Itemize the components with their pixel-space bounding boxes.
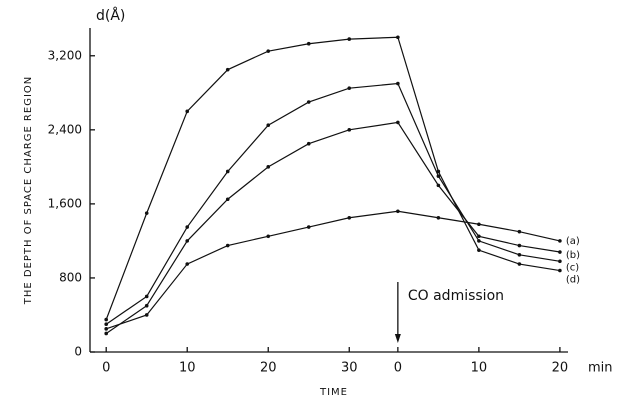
data-point (558, 239, 562, 243)
data-point (436, 183, 441, 188)
data-point (517, 229, 522, 234)
y-tick-label: 2,400 (48, 122, 82, 136)
data-point (477, 248, 481, 252)
series-line (105, 82, 560, 325)
data-point (225, 169, 230, 174)
data-point (266, 165, 271, 169)
data-point (558, 259, 562, 264)
data-point (477, 222, 481, 227)
data-point (306, 100, 311, 104)
data-point (436, 174, 441, 178)
data-point (225, 197, 230, 202)
x-tick-label: 0 (102, 361, 110, 376)
data-point (225, 243, 230, 248)
x-unit-label: min (588, 361, 613, 376)
data-point (144, 303, 149, 308)
data-point (225, 67, 230, 72)
data-point (558, 250, 562, 254)
data-point (306, 41, 311, 46)
data-point (266, 234, 271, 239)
data-point (144, 294, 149, 299)
annotation: CO admission (408, 288, 504, 304)
y-axis-label: THE DEPTH OF SPACE CHARGE REGION (23, 76, 34, 306)
data-point (517, 253, 522, 257)
data-point (347, 215, 352, 220)
x-tick-label: 20 (552, 361, 569, 376)
data-point (185, 239, 190, 243)
series-line (105, 36, 560, 320)
series-label: (d) (566, 275, 580, 286)
x-tick-label: 0 (394, 361, 402, 376)
data-point (144, 313, 149, 317)
series-label: (c) (566, 262, 579, 273)
data-point (144, 211, 149, 215)
series-line (106, 210, 561, 330)
data-point (104, 317, 109, 322)
data-point (266, 123, 271, 127)
x-tick-label: 10 (179, 361, 196, 376)
data-point (104, 322, 109, 327)
x-tick-label: 10 (471, 361, 488, 376)
y-tick-label: 0 (74, 345, 82, 359)
data-point (104, 327, 109, 331)
data-point (396, 209, 400, 214)
data-point (396, 35, 400, 40)
data-point (436, 215, 441, 220)
data-point (104, 331, 109, 336)
data-point (185, 262, 190, 266)
annotation-arrowhead (394, 334, 401, 343)
y-unit-label: d(Å) (96, 7, 125, 24)
data-point (517, 243, 522, 248)
data-point (347, 128, 352, 132)
data-point (396, 120, 400, 125)
series-line (105, 121, 560, 334)
data-point (477, 239, 481, 243)
data-point (558, 268, 562, 273)
data-point (396, 81, 400, 86)
data-point (477, 234, 481, 239)
data-point (306, 141, 311, 146)
series-label: (a) (566, 236, 580, 247)
y-tick-label: 800 (59, 270, 82, 284)
y-tick-label: 3,200 (48, 48, 82, 62)
data-point (347, 37, 352, 41)
data-point (185, 109, 190, 114)
x-tick-label: 30 (341, 361, 358, 376)
data-point (436, 169, 441, 174)
x-axis-label: TIME (319, 387, 348, 398)
data-point (266, 49, 271, 53)
y-tick-label: 1,600 (48, 196, 82, 210)
data-point (306, 225, 311, 229)
data-point (185, 225, 190, 229)
data-point (517, 262, 522, 266)
x-tick-label: 20 (260, 361, 277, 376)
data-point (347, 86, 352, 90)
series-label: (b) (566, 250, 580, 261)
